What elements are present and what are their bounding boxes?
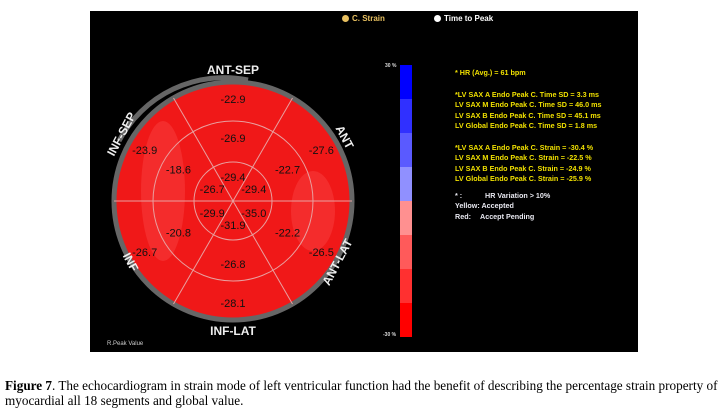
outer-arc <box>116 75 249 143</box>
legend-time-to-peak[interactable]: Time to Peak <box>434 14 493 23</box>
apical-segment-value: -26.7 <box>200 184 225 196</box>
figure-caption: Figure 7. The echocardiogram in strain m… <box>5 378 725 408</box>
basal-segment-value: -26.7 <box>132 247 157 259</box>
apical-segment-value: -35.0 <box>241 208 266 220</box>
time-sd-3: LV Global Endo Peak C. Time SD = 1.8 ms <box>455 121 598 130</box>
basal-segment-value: -27.6 <box>309 145 334 157</box>
strain-3: LV Global Endo Peak C. Strain = -25.9 % <box>455 174 592 183</box>
apical-segment-value: -29.4 <box>241 184 266 196</box>
note-red-label: Red: <box>455 211 471 221</box>
mid-segment-value: -26.8 <box>220 259 245 271</box>
colorbar-step-7 <box>400 303 412 337</box>
radio-dot-icon <box>342 15 349 22</box>
time-sd-1: LV SAX M Endo Peak C. Time SD = 46.0 ms <box>455 100 602 109</box>
strain-0: *LV SAX A Endo Peak C. Strain = -30.4 % <box>455 142 594 152</box>
colorbar-step-4 <box>400 201 412 235</box>
colorbar-max: 30 % <box>385 63 397 69</box>
colorbar-step-5 <box>400 235 412 269</box>
strain-1: LV SAX M Endo Peak C. Strain = -22.5 % <box>455 153 592 162</box>
apical-segment-value: -31.9 <box>220 220 245 232</box>
colorbar-step-0 <box>400 65 412 99</box>
radio-dot-icon <box>434 15 441 22</box>
hr-average: * HR (Avg.) = 61 bpm <box>455 68 526 77</box>
highlight-region <box>291 171 335 251</box>
bullseye-plot: -22.9 -27.6 -26.5 -28.1 -26.7 -23.9 -26.9 -22.7… <box>104 63 357 338</box>
apical-segment-value: -29.9 <box>200 208 225 220</box>
echo-panel: C. Strain Time to Peak -22.9 -27.6 -26.5 -2… <box>90 11 638 352</box>
note-red: Accept Pending <box>480 211 535 221</box>
stats-panel: * HR (Avg.) = 61 bpm *LV SAX A Endo Peak… <box>455 68 602 222</box>
mid-segment-value: -22.2 <box>275 228 300 240</box>
note-star: * : <box>455 190 463 200</box>
basal-segment-value: -26.5 <box>309 247 334 259</box>
time-sd-2: LV SAX B Endo Peak C. Time SD = 45.1 ms <box>455 110 601 120</box>
note-yellow: Yellow: Accepted <box>455 201 514 210</box>
figure-number: Figure 7 <box>5 378 53 393</box>
caption-text: . The echocardiogram in strain mode of l… <box>5 378 718 408</box>
colorbar-step-6 <box>400 269 412 303</box>
strain-2: LV SAX B Endo Peak C. Strain = -24.9 % <box>455 163 591 173</box>
r-peak-label: R.Peak Value <box>107 341 144 347</box>
mid-segment-value: -26.9 <box>220 133 245 145</box>
colorbar-step-3 <box>400 167 412 201</box>
wall-label-inf-lat: INF-LAT <box>210 324 256 338</box>
colorbar-step-1 <box>400 99 412 133</box>
legend-c-strain-label: C. Strain <box>352 14 385 23</box>
mid-segment-value: -20.8 <box>166 228 191 240</box>
colorbar <box>400 65 412 337</box>
mid-segment-value: -18.6 <box>166 165 191 177</box>
colorbar-step-2 <box>400 133 412 167</box>
basal-segment-value: -22.9 <box>220 94 245 106</box>
legend-c-strain[interactable]: C. Strain <box>342 14 385 23</box>
note-hr: HR Variation > 10% <box>485 190 551 200</box>
basal-segment-value: -23.9 <box>132 145 157 157</box>
mid-segment-value: -22.7 <box>275 165 300 177</box>
divider-line <box>173 97 293 305</box>
legend-time-to-peak-label: Time to Peak <box>444 14 494 23</box>
apical-segment-value: -29.4 <box>220 172 245 184</box>
colorbar-min: -30 % <box>383 332 397 338</box>
basal-segment-value: -28.1 <box>220 298 245 310</box>
time-sd-0: *LV SAX A Endo Peak C. Time SD = 3.3 ms <box>455 89 599 99</box>
wall-label-ant-sep: ANT-SEP <box>207 63 259 77</box>
highlight-region <box>141 121 185 261</box>
